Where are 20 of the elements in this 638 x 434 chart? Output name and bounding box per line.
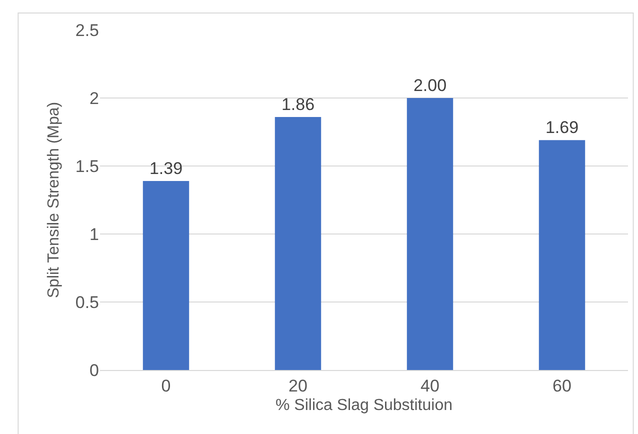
bar xyxy=(274,117,322,370)
bar xyxy=(142,180,190,370)
bar xyxy=(538,140,586,370)
data-label: 1.69 xyxy=(545,118,579,138)
x-tick-label: 0 xyxy=(161,376,171,396)
y-tick-label: 0.5 xyxy=(75,292,99,312)
x-tick-label: 20 xyxy=(288,376,308,396)
bar xyxy=(406,98,454,370)
x-axis-title: % Silica Slag Substituion xyxy=(276,397,452,414)
x-tick-label: 60 xyxy=(552,376,572,396)
y-tick-label: 1.5 xyxy=(75,156,99,176)
x-tick-label: 40 xyxy=(420,376,440,396)
y-tick-label: 1 xyxy=(90,224,99,244)
data-label: 1.86 xyxy=(281,95,315,114)
y-tick-label: 0 xyxy=(90,360,99,380)
y-axis-title: Split Tensile Strength (Mpa) xyxy=(45,102,62,298)
y-tick-label: 2.5 xyxy=(75,20,99,40)
data-label: 2.00 xyxy=(413,76,447,95)
data-label: 1.39 xyxy=(149,158,183,178)
y-tick-label: 2 xyxy=(90,88,99,108)
